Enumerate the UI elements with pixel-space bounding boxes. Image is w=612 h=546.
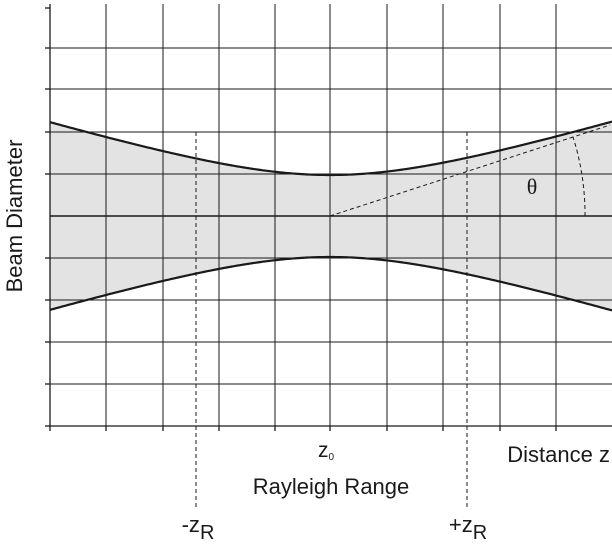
y-axis-label: Beam Diameter [2, 140, 27, 293]
pos-rayleigh-subscript: R [473, 522, 487, 544]
neg-rayleigh-subscript: R [200, 522, 214, 544]
waist-label: z0 [318, 439, 335, 463]
x-axis-label: Distance z [507, 442, 610, 467]
waist-subscript: 0 [328, 452, 334, 463]
rayleigh-range-label: Rayleigh Range [253, 474, 410, 499]
angle-label: θ [527, 174, 538, 199]
beam-lower-edge [49, 255, 612, 312]
plot-frame [45, 4, 612, 431]
asymptote-line [329, 124, 611, 217]
beam-upper-edge [49, 120, 612, 177]
grid [50, 4, 612, 426]
pos-rayleigh-label: +zR [449, 512, 487, 544]
neg-rayleigh-label: -zR [182, 512, 215, 544]
